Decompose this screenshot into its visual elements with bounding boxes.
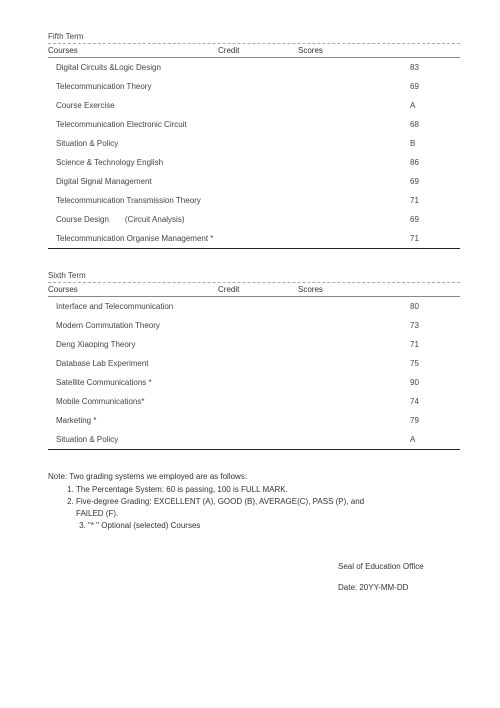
table-row: Deng Xiaoping Theory71: [48, 335, 460, 354]
course-score: B: [410, 139, 460, 148]
term-rows: Interface and Telecommunication80 Modern…: [48, 297, 460, 449]
course-name: Modern Commutation Theory: [56, 321, 410, 330]
term-rows: Digital Circuits &Logic Design83 Telecom…: [48, 58, 460, 248]
course-name: Marketing *: [56, 416, 410, 425]
table-row: Database Lab Experiment75: [48, 354, 460, 373]
table-row: Situation & PolicyA: [48, 430, 460, 449]
notes-title: Note: Two grading systems we employed ar…: [48, 472, 460, 481]
note-item: Five-degree Grading: EXCELLENT (A), GOOD…: [76, 497, 460, 506]
notes-list: "* " Optional (selected) Courses: [48, 521, 460, 530]
notes-block: Note: Two grading systems we employed ar…: [48, 472, 460, 530]
course-score: 83: [410, 63, 460, 72]
course-score: 86: [410, 158, 460, 167]
course-name: Mobile Communications*: [56, 397, 410, 406]
course-score: 71: [410, 196, 460, 205]
term-rule: [48, 248, 460, 249]
course-score: A: [410, 435, 460, 444]
course-name: Course Design (Circuit Analysis): [56, 215, 410, 224]
course-name: Satellite Communications *: [56, 378, 410, 387]
term-rule: [48, 449, 460, 450]
course-name: Telecommunication Theory: [56, 82, 410, 91]
table-row: Marketing *79: [48, 411, 460, 430]
course-score: 90: [410, 378, 460, 387]
course-name: Situation & Policy: [56, 139, 410, 148]
table-row: Interface and Telecommunication80: [48, 297, 460, 316]
header-courses: Courses: [48, 285, 218, 294]
course-name: Interface and Telecommunication: [56, 302, 410, 311]
course-name: Telecommunication Transmission Theory: [56, 196, 410, 205]
table-row: Course Design (Circuit Analysis)69: [48, 210, 460, 229]
course-name: Situation & Policy: [56, 435, 410, 444]
table-row: Telecommunication Electronic Circuit68: [48, 115, 460, 134]
note-item: "* " Optional (selected) Courses: [88, 521, 460, 530]
term-block-fifth: Fifth Term Courses Credit Scores Digital…: [48, 32, 460, 249]
course-score: 74: [410, 397, 460, 406]
course-score: 80: [410, 302, 460, 311]
course-score: 79: [410, 416, 460, 425]
term-block-sixth: Sixth Term Courses Credit Scores Interfa…: [48, 271, 460, 450]
table-row: Course ExerciseA: [48, 96, 460, 115]
course-name: Database Lab Experiment: [56, 359, 410, 368]
date-label: Date: 20YY-MM-DD: [338, 583, 460, 592]
seal-label: Seal of Education Office: [338, 562, 460, 571]
course-name: Digital Signal Management: [56, 177, 410, 186]
course-name: Telecommunication Electronic Circuit: [56, 120, 410, 129]
table-row: Science & Technology English86: [48, 153, 460, 172]
notes-list: The Percentage System: 60 is passing, 10…: [48, 485, 460, 506]
term-header-row: Courses Credit Scores: [48, 282, 460, 297]
header-scores: Scores: [298, 285, 460, 294]
course-name: Course Exercise: [56, 101, 410, 110]
table-row: Digital Circuits &Logic Design83: [48, 58, 460, 77]
header-credit: Credit: [218, 285, 298, 294]
course-score: 69: [410, 82, 460, 91]
table-row: Digital Signal Management69: [48, 172, 460, 191]
course-score: 71: [410, 234, 460, 243]
course-score: A: [410, 101, 460, 110]
term-title: Fifth Term: [48, 32, 460, 41]
course-score: 69: [410, 177, 460, 186]
term-header-row: Courses Credit Scores: [48, 43, 460, 58]
header-courses: Courses: [48, 46, 218, 55]
header-scores: Scores: [298, 46, 460, 55]
header-credit: Credit: [218, 46, 298, 55]
course-name: Deng Xiaoping Theory: [56, 340, 410, 349]
course-score: 75: [410, 359, 460, 368]
table-row: Telecommunication Organise Management *7…: [48, 229, 460, 248]
table-row: Telecommunication Theory69: [48, 77, 460, 96]
course-name: Telecommunication Organise Management *: [56, 234, 410, 243]
course-score: 71: [410, 340, 460, 349]
table-row: Modern Commutation Theory73: [48, 316, 460, 335]
term-title: Sixth Term: [48, 271, 460, 280]
table-row: Situation & PolicyB: [48, 134, 460, 153]
course-name: Science & Technology English: [56, 158, 410, 167]
signoff: Seal of Education Office Date: 20YY-MM-D…: [48, 562, 460, 592]
course-score: 73: [410, 321, 460, 330]
course-name: Digital Circuits &Logic Design: [56, 63, 410, 72]
table-row: Satellite Communications *90: [48, 373, 460, 392]
table-row: Telecommunication Transmission Theory71: [48, 191, 460, 210]
course-score: 69: [410, 215, 460, 224]
table-row: Mobile Communications*74: [48, 392, 460, 411]
note-sub: FAILED (F).: [48, 509, 460, 518]
course-score: 68: [410, 120, 460, 129]
note-item: The Percentage System: 60 is passing, 10…: [76, 485, 460, 494]
